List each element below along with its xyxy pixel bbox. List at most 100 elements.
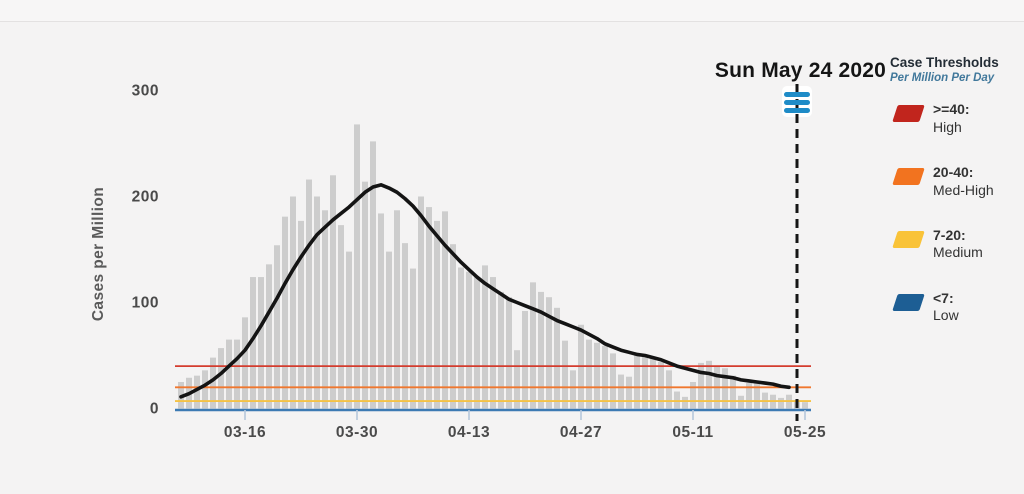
- bar-04-08: [426, 207, 432, 409]
- bar-03-16: [242, 317, 248, 409]
- bar-03-11: [202, 370, 208, 409]
- x-tick-label-05-25: 05-25: [784, 424, 826, 441]
- legend-subtitle: Per Million Per Day: [890, 71, 995, 84]
- bar-03-28: [338, 225, 344, 409]
- bar-05-09: [674, 391, 680, 409]
- bar-03-18: [258, 277, 264, 409]
- x-tick-label-04-13: 04-13: [448, 424, 490, 441]
- bar-04-19: [514, 350, 520, 409]
- x-tick-label-05-11: 05-11: [672, 424, 713, 441]
- legend-items: >=40: High 20-40: Med-High 7-20: Medium <7: Low: [890, 101, 1024, 324]
- bar-04-23: [546, 297, 552, 409]
- bar-04-17: [498, 291, 504, 409]
- date-slider-grip-icon[interactable]: [784, 108, 810, 113]
- legend-item-label: >=40: High: [933, 101, 970, 135]
- bar-04-03: [386, 251, 392, 409]
- bar-03-20: [274, 245, 280, 409]
- top-strip: [0, 0, 1024, 21]
- bar-05-25: [802, 402, 808, 409]
- bar-03-27: [330, 175, 336, 409]
- bar-03-23: [298, 220, 304, 409]
- bar-05-07: [658, 361, 664, 409]
- bar-04-29: [594, 342, 600, 409]
- bar-04-26: [570, 370, 576, 409]
- bar-03-13: [218, 348, 224, 409]
- top-divider: [0, 21, 1024, 22]
- bar-05-05: [642, 355, 648, 409]
- bar-04-10: [442, 211, 448, 409]
- legend-item-label: <7: Low: [933, 289, 959, 323]
- legend-item-medium: 7-20: Medium: [890, 227, 1024, 262]
- legend-item-med-high: 20-40: Med-High: [890, 164, 1024, 199]
- date-slider-grip-icon[interactable]: [784, 92, 810, 97]
- bar-04-30: [602, 345, 608, 409]
- bar-03-24: [306, 179, 312, 409]
- average-line: [179, 183, 791, 399]
- bar-04-16: [490, 277, 496, 409]
- bar-05-01: [610, 353, 616, 409]
- bar-04-07: [418, 196, 424, 409]
- bar-05-12: [698, 362, 704, 409]
- bar-04-21: [530, 282, 536, 409]
- legend-title: Case Thresholds: [890, 55, 999, 70]
- y-tick-label-200: 200: [132, 189, 159, 206]
- bar-03-26: [322, 210, 328, 409]
- bar-04-18: [506, 297, 512, 409]
- bar-04-11: [450, 244, 456, 409]
- legend-item-high: >=40: High: [890, 101, 1024, 136]
- bar-03-30: [354, 124, 360, 409]
- bar-05-02: [618, 374, 624, 409]
- bar-04-28: [586, 339, 592, 409]
- bar-04-25: [562, 340, 568, 409]
- bar-04-24: [554, 307, 560, 409]
- bar-05-19: [754, 380, 760, 409]
- bar-05-15: [722, 368, 728, 409]
- x-tick-label-04-27: 04-27: [560, 424, 602, 441]
- x-tick-label-03-30: 03-30: [336, 424, 378, 441]
- bar-05-08: [666, 370, 672, 409]
- y-tick-label-300: 300: [132, 83, 159, 100]
- bar-05-03: [626, 376, 632, 409]
- bar-03-31: [362, 181, 368, 409]
- bar-05-10: [682, 396, 688, 409]
- bar-04-04: [394, 210, 400, 409]
- bar-05-11: [690, 382, 696, 409]
- legend-item-label: 7-20: Medium: [933, 226, 983, 261]
- bar-05-17: [738, 395, 744, 409]
- bar-03-12: [210, 357, 216, 409]
- bar-04-09: [434, 220, 440, 409]
- y-tick-label-100: 100: [132, 295, 159, 312]
- bar-05-18: [746, 383, 752, 409]
- bar-03-17: [250, 277, 256, 409]
- threshold-legend: Case Thresholds Per Million Per Day >=40…: [890, 55, 1024, 352]
- y-tick-label-0: 0: [150, 401, 159, 418]
- bar-05-04: [634, 355, 640, 409]
- legend-item-low: <7: Low: [890, 290, 1024, 325]
- bar-05-06: [650, 357, 656, 409]
- bar-03-14: [226, 339, 232, 409]
- selected-date-title: Sun May 24 2020: [714, 59, 886, 82]
- bar-05-16: [730, 375, 736, 409]
- x-tick-label-03-16: 03-16: [224, 424, 266, 441]
- bar-04-05: [402, 243, 408, 409]
- bar-03-29: [346, 251, 352, 409]
- date-slider-grip-icon[interactable]: [784, 100, 810, 105]
- bar-04-20: [522, 310, 528, 409]
- legend-item-label: 20-40: Med-High: [933, 164, 994, 198]
- bar-03-10: [194, 375, 200, 409]
- bar-04-13: [466, 271, 472, 409]
- bar-05-13: [706, 360, 712, 409]
- bar-04-12: [458, 267, 464, 409]
- bar-04-15: [482, 265, 488, 409]
- y-axis-title: Cases per Million: [90, 187, 107, 321]
- bar-04-22: [538, 291, 544, 409]
- bar-05-22: [778, 397, 784, 409]
- bar-04-02: [378, 213, 384, 409]
- bar-03-15: [234, 339, 240, 409]
- bar-03-21: [282, 216, 288, 409]
- bar-04-14: [474, 277, 480, 409]
- bar-04-06: [410, 268, 416, 409]
- bar-03-25: [314, 196, 320, 409]
